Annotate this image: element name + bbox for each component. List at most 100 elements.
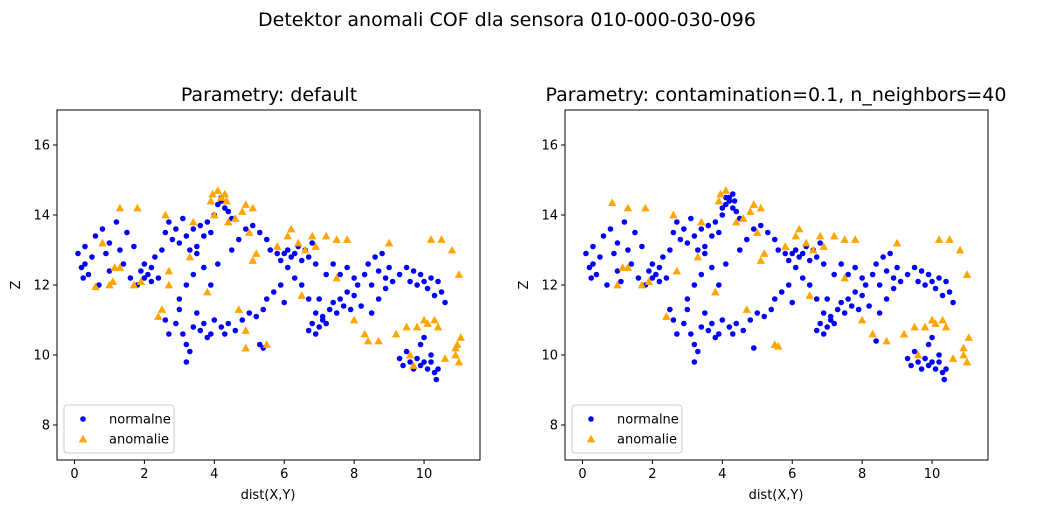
normalne-point [709, 233, 715, 239]
normalne-point [792, 264, 799, 271]
normalne-point [197, 327, 204, 334]
anomalie-point [273, 242, 282, 250]
anomalie-point [809, 245, 818, 254]
y-tick-label: 8 [550, 419, 558, 434]
normalne-point [166, 331, 172, 337]
normalne-point [702, 243, 708, 250]
normalne-point [625, 247, 631, 253]
normalne-point [162, 317, 169, 323]
normalne-point [176, 240, 183, 246]
normalne-point [249, 222, 256, 229]
normalne-point [442, 299, 448, 306]
normalne-point [410, 268, 417, 274]
normalne-point [438, 289, 445, 295]
normalne-point [382, 285, 389, 292]
normalne-point [176, 296, 183, 302]
normalne-point [208, 229, 214, 236]
normalne-point [702, 250, 708, 257]
anomalie-point [964, 333, 973, 341]
normalne-point [838, 299, 844, 306]
normalne-point [880, 254, 886, 260]
normalne-point [351, 275, 357, 281]
normalne-point [344, 289, 350, 295]
normalne-point [820, 310, 827, 316]
normalne-point [375, 268, 382, 274]
normalne-point [277, 282, 284, 288]
normalne-point [789, 299, 796, 306]
normalne-point [845, 271, 851, 278]
normalne-point [667, 247, 673, 253]
legend-marker-anomalie [78, 434, 88, 443]
normalne-point [719, 317, 726, 323]
normalne-point [396, 355, 403, 362]
normalne-point [435, 366, 441, 372]
anomalie-point [637, 280, 647, 289]
normalne-point [827, 313, 834, 320]
anomalie-point [363, 336, 373, 345]
normalne-point [621, 219, 628, 225]
normalne-point [859, 292, 865, 299]
normalne-point [228, 247, 235, 253]
normalne-point [894, 264, 900, 271]
legend-label-normalne: normalne [617, 413, 679, 428]
normalne-point [82, 261, 88, 267]
anomalie-point [613, 280, 622, 289]
anomalie-point [91, 282, 100, 291]
scatter-points [583, 186, 973, 383]
normalne-point [379, 250, 385, 257]
normalne-point [183, 233, 190, 239]
anomalie-point [672, 266, 682, 275]
normalne-point [925, 362, 932, 369]
normalne-point [201, 264, 207, 271]
normalne-point [684, 296, 691, 302]
normalne-point [750, 226, 757, 232]
x-tick-label: 0 [578, 467, 586, 482]
anomalie-point [294, 238, 303, 247]
normalne-point [831, 320, 837, 327]
normalne-point [183, 282, 190, 288]
normalne-point [138, 268, 144, 274]
normalne-point [197, 222, 204, 229]
subplot-right: Parametry: contamination=0.1, n_neighbor… [517, 84, 1006, 503]
normalne-point [698, 271, 705, 278]
x-tick-label: 4 [718, 467, 726, 482]
anomalie-point [332, 273, 341, 282]
normalne-point [941, 376, 948, 383]
anomalie-point [753, 228, 762, 236]
normalne-point [298, 282, 305, 288]
normalne-point [862, 282, 869, 288]
y-tick-label: 16 [541, 139, 558, 154]
normalne-point [340, 303, 347, 309]
normalne-point [813, 327, 820, 334]
anomalie-point [224, 217, 233, 226]
normalne-point [270, 289, 277, 295]
anomalie-point [311, 242, 320, 250]
normalne-point [120, 261, 127, 267]
normalne-point [925, 341, 932, 348]
normalne-point [277, 257, 284, 264]
anomalie-point [133, 203, 142, 212]
normalne-point [806, 257, 813, 264]
normalne-point [368, 282, 375, 288]
normalne-point [702, 310, 708, 316]
normalne-point [337, 271, 343, 278]
anomalie-point [945, 235, 954, 243]
normalne-point [639, 243, 645, 250]
normalne-point [674, 331, 680, 337]
anomalie-point [241, 343, 250, 352]
normalne-point [433, 376, 440, 383]
anomalie-point [426, 235, 436, 243]
normalne-point [709, 320, 715, 327]
normalne-point [911, 348, 918, 355]
normalne-point [757, 222, 764, 229]
normalne-point [232, 327, 239, 334]
legend-marker-normalne [588, 416, 594, 422]
normalne-point [723, 201, 729, 208]
normalne-point [590, 261, 596, 267]
anomalie-point [623, 203, 633, 212]
y-tick-label: 8 [42, 419, 50, 434]
normalne-point [187, 348, 193, 355]
anomalie-point [913, 350, 923, 359]
normalne-point [323, 271, 329, 278]
normalne-point [866, 303, 872, 309]
